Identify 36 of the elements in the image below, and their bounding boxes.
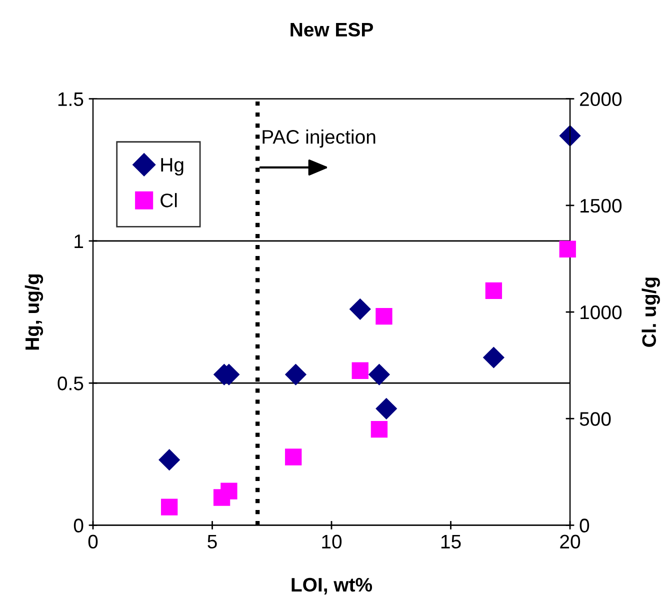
legend-label: Cl — [160, 193, 177, 208]
y2-tick-label: 2000 — [580, 92, 622, 106]
point — [370, 420, 388, 438]
point — [376, 308, 392, 325]
legend-label: Hg — [161, 158, 184, 176]
point — [485, 282, 502, 300]
x-tick-label: 5 — [208, 534, 217, 549]
point — [349, 298, 371, 320]
point — [160, 498, 178, 516]
point — [352, 362, 368, 379]
y2-tick-label: 1000 — [580, 305, 622, 320]
y-tick-label: 0.5 — [58, 376, 84, 390]
point — [376, 398, 398, 420]
y-axis-title: Hg, ug/g — [24, 274, 44, 350]
point — [559, 124, 581, 147]
y-tick-label: 1 — [74, 234, 84, 248]
y2-tick-label: 1500 — [580, 198, 622, 213]
y-tick-label: 1.5 — [58, 92, 84, 106]
ref-line-label: PAC injection — [262, 130, 376, 148]
y2-tick-label: 0 — [580, 518, 590, 532]
x-tick-label: 15 — [441, 534, 461, 549]
point — [368, 364, 390, 386]
point — [284, 364, 307, 386]
x-tick-label: 10 — [322, 534, 342, 549]
point — [482, 346, 504, 368]
point — [158, 449, 180, 471]
x-tick-label: 0 — [88, 534, 98, 549]
chart-title: New ESP — [290, 22, 373, 37]
point — [220, 482, 238, 500]
x-axis-title: LOI, wt% — [292, 578, 372, 594]
x-tick-label: 20 — [560, 534, 580, 549]
y2-tick-label: 500 — [580, 412, 611, 426]
y-tick-label: 0 — [74, 518, 84, 532]
point — [559, 240, 576, 258]
y2-axis-title: Cl. ug/g — [642, 278, 660, 347]
point — [285, 448, 302, 466]
